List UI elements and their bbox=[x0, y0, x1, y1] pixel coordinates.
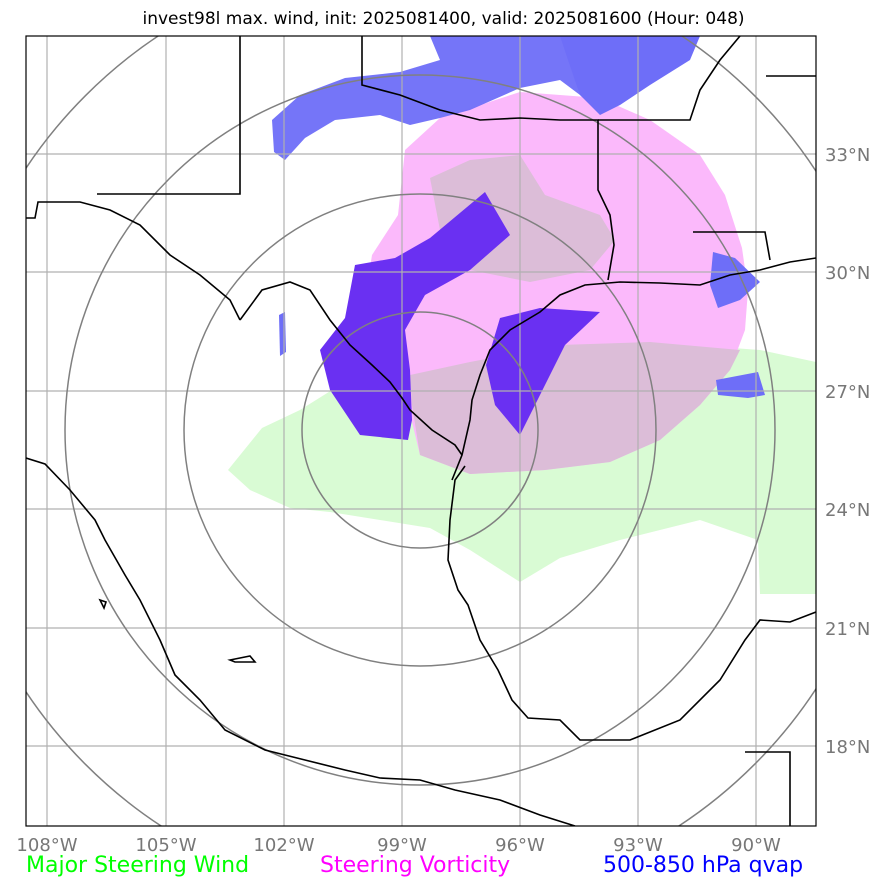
state-border-ms bbox=[693, 231, 771, 261]
latitude-tick-label: 18°N bbox=[825, 737, 870, 758]
state-border-ok bbox=[361, 36, 615, 281]
qvap-region-northeast bbox=[560, 36, 700, 115]
range-ring bbox=[183, 193, 657, 667]
longitude-tick-label: 96°W bbox=[495, 835, 545, 856]
mexico-east-coast bbox=[447, 465, 816, 741]
gulf-coastline bbox=[26, 457, 576, 826]
longitude-tick-label: 90°W bbox=[731, 835, 781, 856]
qvap-region-north bbox=[272, 36, 595, 160]
yucatan-border bbox=[745, 751, 791, 826]
qvap-small-streak bbox=[279, 312, 286, 356]
texas-coast bbox=[451, 257, 816, 481]
latitude-tick-label: 24°N bbox=[825, 500, 870, 521]
longitude-tick-label: 93°W bbox=[613, 835, 663, 856]
map-border bbox=[25, 35, 817, 827]
latitude-labels: 33°N 30°N 27°N 24°N 21°N 18°N bbox=[825, 145, 870, 758]
longitude-tick-label: 108°W bbox=[16, 835, 77, 856]
state-border-nm-tx bbox=[97, 36, 241, 195]
island-small-1 bbox=[227, 655, 257, 663]
latitude-tick-label: 30°N bbox=[825, 263, 870, 284]
island-small-2 bbox=[98, 598, 108, 611]
longitude-tick-label: 99°W bbox=[377, 835, 427, 856]
legend-steering-vorticity: Steering Vorticity bbox=[320, 853, 511, 878]
latitude-tick-label: 33°N bbox=[825, 145, 870, 166]
legend-steering-wind: Major Steering Wind bbox=[26, 853, 250, 878]
state-border-la bbox=[598, 36, 741, 121]
longitude-labels: 108°W 105°W 102°W 99°W 96°W 93°W 90°W bbox=[16, 835, 781, 856]
legend-qvap: 500-850 hPa qvap bbox=[603, 853, 804, 878]
map-title: invest98l max. wind, init: 2025081400, v… bbox=[142, 9, 745, 29]
qvap-region-coastal bbox=[486, 308, 600, 435]
qvap-region-central bbox=[320, 192, 510, 440]
rio-grande-border bbox=[239, 281, 463, 456]
graticule bbox=[26, 36, 816, 826]
qvap-region-louisiana bbox=[710, 252, 760, 308]
coastlines-borders bbox=[26, 36, 816, 826]
longitude-tick-label: 105°W bbox=[135, 835, 196, 856]
range-ring bbox=[64, 74, 776, 786]
range-ring bbox=[301, 311, 539, 549]
us-mexico-border-west bbox=[26, 201, 241, 321]
latitude-tick-label: 21°N bbox=[825, 619, 870, 640]
latitude-tick-label: 27°N bbox=[825, 382, 870, 403]
longitude-tick-label: 102°W bbox=[253, 835, 314, 856]
